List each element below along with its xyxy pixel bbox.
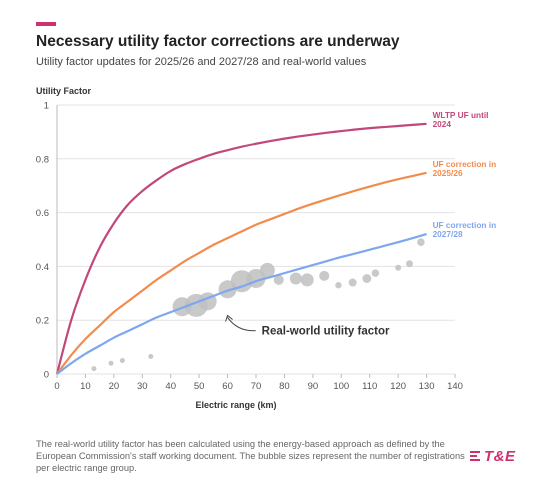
x-tick-label: 70 bbox=[251, 381, 262, 392]
x-axis-label: Electric range (km) bbox=[195, 400, 276, 410]
x-tick-label: 90 bbox=[308, 381, 319, 392]
accent-bar bbox=[36, 22, 56, 26]
series-label: UF correction in bbox=[433, 220, 497, 230]
x-tick-label: 140 bbox=[447, 381, 463, 392]
series-label: UF correction in bbox=[433, 159, 497, 169]
x-tick-label: 100 bbox=[333, 381, 349, 392]
annotation-arrowhead bbox=[225, 314, 233, 322]
series-line-1 bbox=[55, 122, 427, 375]
x-tick-label: 60 bbox=[222, 381, 233, 392]
x-tick-label: 130 bbox=[419, 381, 435, 392]
y-axis-label: Utility Factor bbox=[36, 86, 92, 96]
bubble-point bbox=[348, 278, 357, 287]
logo-text: T&E bbox=[484, 447, 516, 465]
series-label: WLTP UF until bbox=[433, 110, 489, 120]
bubble-point bbox=[319, 270, 330, 281]
te-logo: T&E bbox=[470, 445, 540, 467]
y-tick-label: 0.2 bbox=[36, 316, 49, 327]
x-tick-label: 50 bbox=[194, 381, 205, 392]
bubble-point bbox=[273, 274, 284, 285]
bubble-point bbox=[395, 264, 402, 271]
bubble-point bbox=[108, 360, 114, 366]
bubble-point bbox=[362, 274, 372, 284]
x-tick-label: 10 bbox=[80, 381, 91, 392]
bubble-point bbox=[417, 238, 425, 246]
x-tick-label: 20 bbox=[109, 381, 120, 392]
bubble-point bbox=[371, 269, 380, 277]
y-tick-label: 1 bbox=[44, 101, 49, 112]
chart-title: Necessary utility factor corrections are… bbox=[36, 33, 400, 50]
logo-lines-icon bbox=[470, 451, 480, 461]
bubble-point bbox=[91, 366, 97, 372]
x-tick-label: 80 bbox=[279, 381, 290, 392]
annotation-arrow bbox=[227, 317, 256, 332]
x-tick-label: 120 bbox=[390, 381, 406, 392]
y-tick-label: 0.4 bbox=[36, 262, 49, 273]
series-line-2 bbox=[56, 171, 427, 375]
series-line-3 bbox=[56, 233, 427, 375]
y-tick-label: 0.8 bbox=[36, 154, 49, 165]
bubble-point bbox=[406, 260, 414, 268]
chart-subtitle: Utility factor updates for 2025/26 and 2… bbox=[36, 56, 367, 68]
y-tick-label: 0.6 bbox=[36, 208, 49, 219]
series-label: 2024 bbox=[433, 119, 452, 129]
x-tick-label: 40 bbox=[165, 381, 176, 392]
annotation-label: Real-world utility factor bbox=[262, 326, 390, 338]
bubble-point bbox=[335, 282, 342, 289]
footer-note: The real-world utility factor has been c… bbox=[36, 439, 465, 473]
series-label: 2027/28 bbox=[433, 229, 463, 239]
x-tick-label: 110 bbox=[362, 381, 377, 392]
x-tick-label: 30 bbox=[137, 381, 148, 392]
series-label: 2025/26 bbox=[433, 168, 463, 178]
bubble-point bbox=[119, 358, 125, 364]
y-tick-label: 0 bbox=[44, 370, 49, 381]
bubble-point bbox=[289, 272, 302, 285]
bubble-point bbox=[259, 262, 275, 278]
bubble-point bbox=[148, 354, 154, 360]
bubble-point bbox=[300, 273, 314, 287]
x-tick-label: 0 bbox=[54, 381, 59, 392]
